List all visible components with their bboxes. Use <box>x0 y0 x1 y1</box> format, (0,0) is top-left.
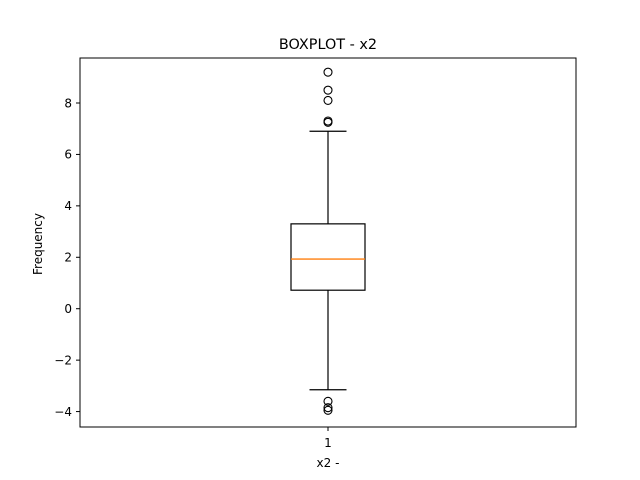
iqr-box <box>290 223 366 291</box>
outlier-point <box>323 67 333 77</box>
y-tick-label: −2 <box>54 353 72 367</box>
plot-area: 1 −4 −2 0 2 4 6 8 <box>54 57 577 450</box>
outlier-point <box>323 95 333 105</box>
outlier-point <box>323 396 333 406</box>
y-tick-label: 0 <box>64 302 72 316</box>
y-tick-label: 6 <box>64 148 72 162</box>
x-axis-label: x2 - <box>317 456 340 470</box>
outlier-point <box>323 405 333 415</box>
outlier-point <box>323 403 333 413</box>
y-tick-label: 8 <box>64 96 72 110</box>
y-tick-label: −4 <box>54 405 72 419</box>
y-tick-label: 4 <box>64 199 72 213</box>
plot-frame <box>79 57 577 428</box>
outlier-point <box>323 117 333 127</box>
x-tick-label: 1 <box>324 436 332 450</box>
y-axis-label: Frequency <box>31 213 45 275</box>
y-tick-label: 2 <box>64 251 72 265</box>
outlier-point <box>323 85 333 95</box>
chart-title: BOXPLOT - x2 <box>279 37 377 53</box>
